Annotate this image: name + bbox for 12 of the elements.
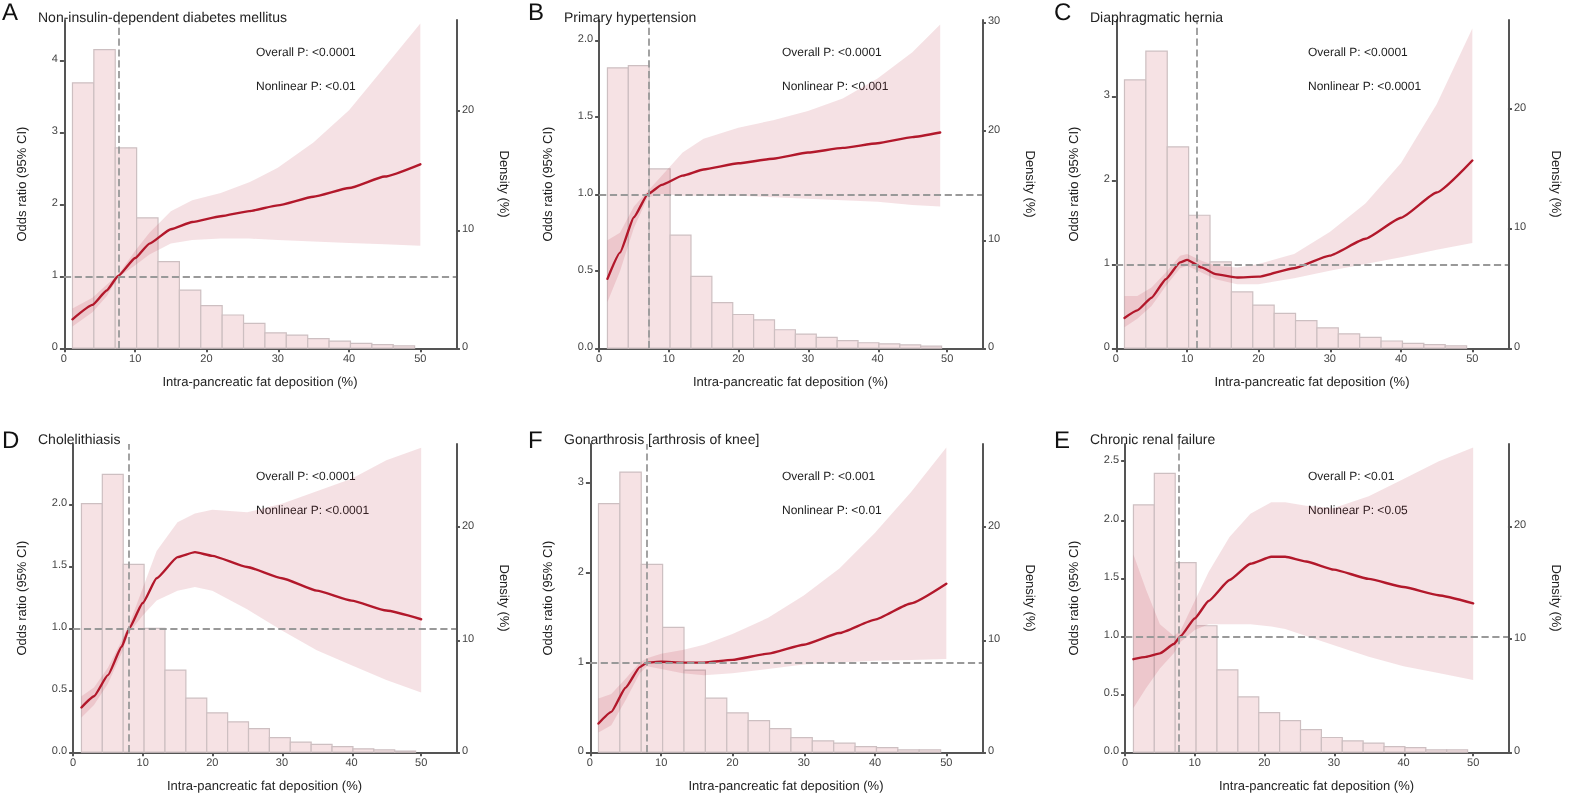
- text: D: [2, 426, 20, 454]
- line-series: [606, 131, 942, 281]
- line-series: [71, 163, 422, 321]
- text: E: [1054, 426, 1071, 454]
- text: B: [528, 0, 545, 26]
- line-series: [1132, 555, 1475, 661]
- text: A: [2, 0, 19, 26]
- line-series: [597, 582, 948, 725]
- line-series: [80, 550, 423, 709]
- line-series: [1123, 159, 1474, 320]
- text: C: [1054, 0, 1072, 26]
- text: F: [528, 426, 543, 454]
